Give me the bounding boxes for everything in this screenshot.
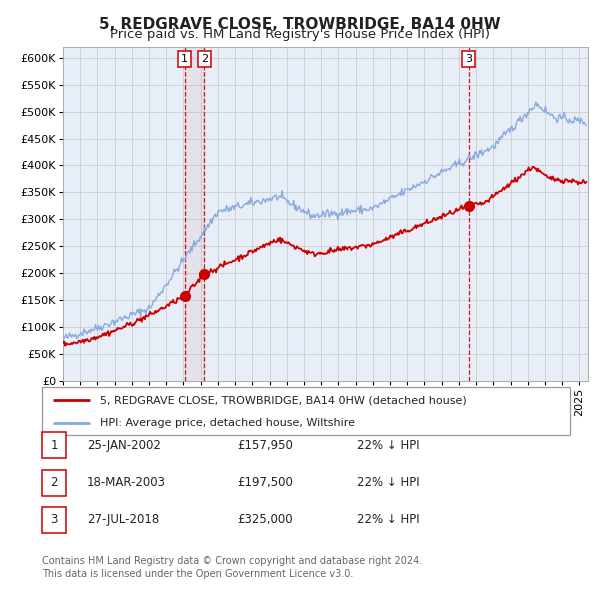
Text: 27-JUL-2018: 27-JUL-2018 — [87, 513, 159, 526]
Text: 3: 3 — [50, 513, 58, 526]
Text: 2: 2 — [201, 54, 208, 64]
Text: 18-MAR-2003: 18-MAR-2003 — [87, 476, 166, 489]
Text: £325,000: £325,000 — [237, 513, 293, 526]
Text: 1: 1 — [181, 54, 188, 64]
Text: 5, REDGRAVE CLOSE, TROWBRIDGE, BA14 0HW (detached house): 5, REDGRAVE CLOSE, TROWBRIDGE, BA14 0HW … — [100, 395, 467, 405]
Text: 22% ↓ HPI: 22% ↓ HPI — [357, 476, 419, 489]
Text: 2: 2 — [50, 476, 58, 489]
Text: Price paid vs. HM Land Registry's House Price Index (HPI): Price paid vs. HM Land Registry's House … — [110, 28, 490, 41]
Bar — [185, 47, 205, 381]
Text: 3: 3 — [465, 54, 472, 64]
Text: Contains HM Land Registry data © Crown copyright and database right 2024.
This d: Contains HM Land Registry data © Crown c… — [42, 556, 422, 579]
Text: 5, REDGRAVE CLOSE, TROWBRIDGE, BA14 0HW: 5, REDGRAVE CLOSE, TROWBRIDGE, BA14 0HW — [99, 17, 501, 31]
Text: 22% ↓ HPI: 22% ↓ HPI — [357, 439, 419, 452]
Text: 25-JAN-2002: 25-JAN-2002 — [87, 439, 161, 452]
Text: £157,950: £157,950 — [237, 439, 293, 452]
FancyBboxPatch shape — [42, 387, 570, 435]
Text: 1: 1 — [50, 439, 58, 452]
Text: 22% ↓ HPI: 22% ↓ HPI — [357, 513, 419, 526]
Text: £197,500: £197,500 — [237, 476, 293, 489]
Text: HPI: Average price, detached house, Wiltshire: HPI: Average price, detached house, Wilt… — [100, 418, 355, 428]
